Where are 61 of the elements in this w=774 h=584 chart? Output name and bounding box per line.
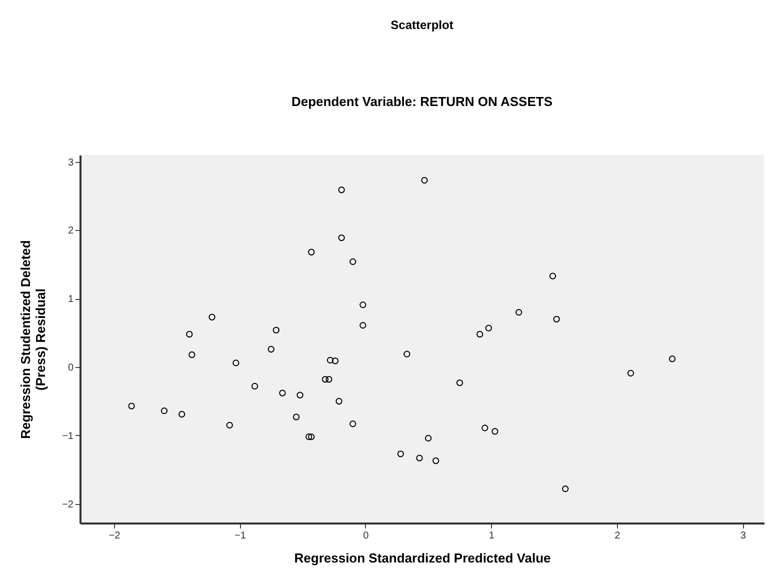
point <box>336 398 342 405</box>
point <box>326 376 332 383</box>
chart-subtitle: Dependent Variable: RETURN ON ASSETS <box>291 94 553 109</box>
point <box>421 176 428 184</box>
x-axis-title: Regression Standardized Predicted Value <box>294 550 551 566</box>
point <box>326 356 334 364</box>
x-tick-label: 3 <box>740 530 746 542</box>
x-tick-label: 1 <box>488 530 495 542</box>
point <box>208 314 216 320</box>
y-axis-title: Regression Studentized Deleted (Press) Residual <box>18 240 48 439</box>
x-tick-label: −2 <box>108 530 121 542</box>
point <box>432 457 440 464</box>
point <box>360 322 366 329</box>
point <box>416 454 423 462</box>
point <box>424 434 432 442</box>
point <box>188 351 196 358</box>
point <box>562 485 569 492</box>
point <box>279 390 286 396</box>
point <box>178 410 186 418</box>
y-tick-label: −2 <box>62 499 74 510</box>
y-tick-label: 3 <box>68 157 74 168</box>
point <box>553 316 560 322</box>
point <box>350 420 356 428</box>
point <box>251 382 258 390</box>
point <box>296 392 304 398</box>
point <box>482 424 488 432</box>
point <box>308 248 315 256</box>
point <box>404 350 410 358</box>
y-tick-label: 1 <box>68 294 74 306</box>
y-tick-label: 0 <box>68 362 74 374</box>
point <box>306 433 312 440</box>
x-tick-label: −1 <box>234 530 246 542</box>
point <box>360 301 366 308</box>
point <box>226 422 233 429</box>
point <box>128 402 135 410</box>
point <box>549 272 556 280</box>
point <box>268 346 274 353</box>
point <box>160 408 168 414</box>
point <box>492 428 498 435</box>
y-tick-label: 2 <box>68 226 74 237</box>
point <box>338 186 345 194</box>
point <box>668 356 676 362</box>
point <box>308 433 315 440</box>
point <box>322 376 329 383</box>
point <box>456 379 464 386</box>
point <box>338 234 345 242</box>
x-tick-label: 0 <box>363 530 370 542</box>
point <box>272 326 280 334</box>
point <box>232 360 240 366</box>
point <box>627 370 634 377</box>
chart-title: Scatterplot <box>390 18 454 32</box>
point <box>485 324 492 332</box>
point <box>350 258 356 266</box>
point <box>515 309 522 316</box>
y-tick-label: −1 <box>62 430 74 442</box>
point <box>476 330 484 338</box>
point <box>332 358 339 364</box>
point <box>186 330 193 338</box>
x-tick-label: 2 <box>614 530 621 542</box>
point <box>292 414 300 420</box>
point <box>397 450 404 458</box>
